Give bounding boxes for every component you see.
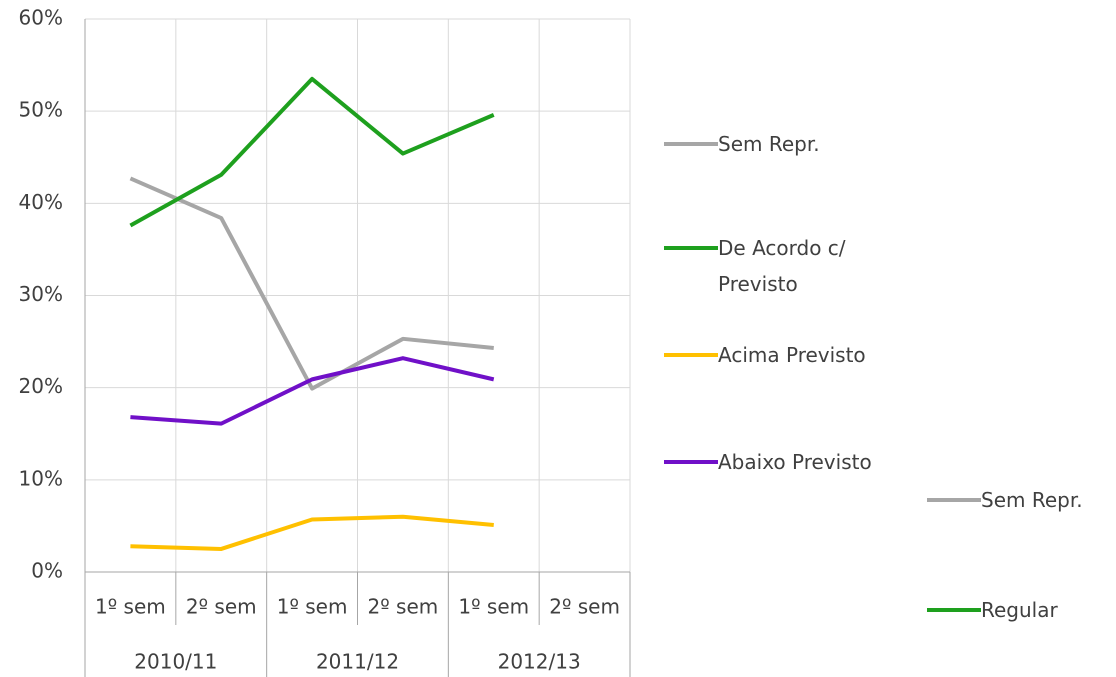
legend-label: Sem Repr. (718, 132, 820, 156)
group-label: 2011/12 (316, 650, 399, 674)
legend-label: De Acordo c/ Previsto (718, 236, 846, 296)
series-line (130, 514, 494, 551)
y-tick-label: 40% (19, 190, 63, 214)
legend-swatch (664, 246, 718, 250)
series-line (129, 76, 495, 228)
legend-label: Acima Previsto (718, 343, 866, 367)
y-tick-label: 50% (19, 98, 63, 122)
x-tick-label: 2º sem (368, 595, 439, 619)
x-tick-label: 1º sem (458, 595, 529, 619)
legend-swatch (664, 353, 718, 357)
x-tick-label: 1º sem (95, 595, 166, 619)
y-tick-label: 60% (19, 6, 63, 30)
y-tick-label: 0% (31, 559, 63, 583)
y-tick-label: 30% (19, 282, 63, 306)
group-label: 2012/13 (498, 650, 581, 674)
legend-label: Regular (981, 598, 1058, 622)
series-line (129, 176, 494, 391)
legend-item: Sem Repr. (927, 482, 1083, 518)
group-label: 2010/11 (134, 650, 217, 674)
series-line (130, 356, 495, 426)
legend-swatch (927, 498, 981, 502)
legend-swatch (927, 608, 981, 612)
legend-item: De Acordo c/ Previsto (664, 230, 868, 302)
y-tick-label: 10% (19, 466, 63, 490)
legend-swatch (664, 142, 718, 146)
legend-item: Acima Previsto (664, 337, 866, 373)
legend-item: Abaixo Previsto (664, 444, 872, 480)
x-tick-label: 2º sem (549, 595, 620, 619)
y-tick-label: 20% (19, 374, 63, 398)
x-tick-label: 2º sem (186, 595, 257, 619)
legend-label: Sem Repr. (981, 488, 1083, 512)
x-tick-label: 1º sem (277, 595, 348, 619)
legend-swatch (664, 460, 718, 464)
legend-label: Abaixo Previsto (718, 450, 872, 474)
legend-item: Regular (927, 592, 1058, 628)
legend-item: Sem Repr. (664, 126, 820, 162)
